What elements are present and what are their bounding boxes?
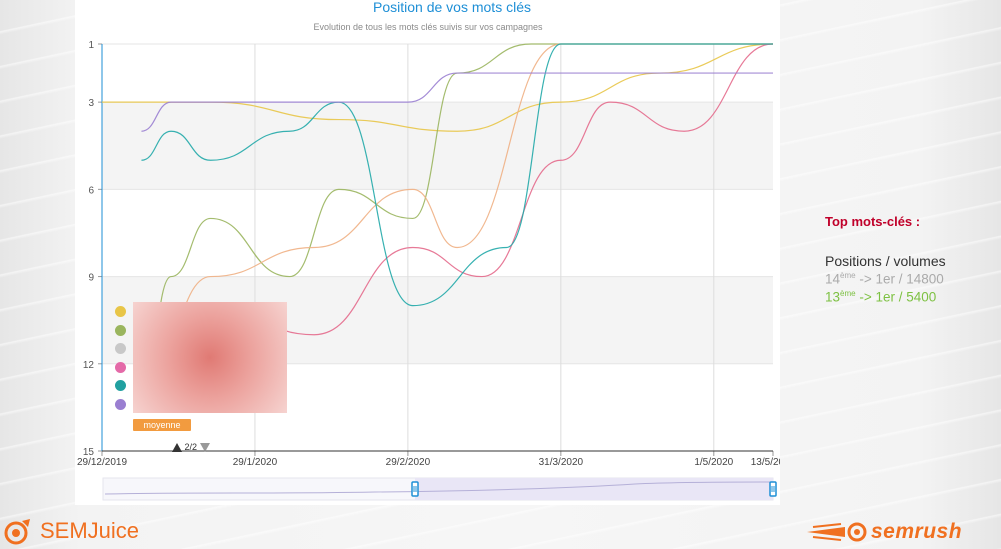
- semjuice-logo-text: SEMJuice: [40, 518, 140, 543]
- y-tick-label-0: 1: [88, 40, 94, 51]
- x-tick-label-3: 31/3/2020: [539, 457, 584, 468]
- keyword-row-1-rest: -> 1er / 14800: [855, 271, 944, 287]
- semrush-logo: semrush: [805, 520, 962, 544]
- grid-band-0: [102, 102, 773, 190]
- keyword-row-1-sup: ème: [840, 271, 856, 280]
- legend-dot-5[interactable]: [115, 398, 126, 410]
- pager-count: 2/2: [184, 442, 198, 452]
- keyword-row-2-num: 13: [825, 289, 841, 304]
- y-tick-label-1: 3: [88, 98, 94, 109]
- legend-dot-3[interactable]: [115, 361, 126, 373]
- x-tick-label-1: 29/1/2020: [233, 457, 278, 468]
- keyword-row-1-num: 14: [825, 271, 841, 287]
- pager-next-icon[interactable]: [199, 443, 210, 453]
- x-tick-label-2: 29/2/2020: [386, 457, 431, 468]
- y-tick-label-5: 15: [83, 447, 95, 458]
- y-tick-label-3: 9: [88, 273, 94, 284]
- chart-title: Position de vos mots clés: [373, 0, 531, 15]
- legend-blur-overlay: [133, 302, 287, 413]
- legend-dot-2[interactable]: [115, 343, 126, 354]
- chart-subtitle: Evolution de tous les mots clés suivis s…: [313, 22, 543, 32]
- keyword-row-1: 14ème -> 1er / 14800: [825, 271, 995, 287]
- keyword-row-2: 13ème -> 1er / 5400: [825, 289, 995, 305]
- y-tick-label-4: 12: [83, 360, 95, 371]
- keyword-row-2-sup: ème: [840, 288, 856, 298]
- legend-dot-4[interactable]: [115, 380, 126, 391]
- navigator-selection: [415, 478, 773, 500]
- chart-panel: 1 3 6 9 12 15 29/12/2019 29/1/2020 29/2/2020 31/3…: [75, 0, 780, 505]
- y-tick-label-2: 6: [88, 185, 94, 196]
- x-tick-label-4: 1/5/2020: [694, 457, 733, 468]
- legend-pager: 2/2: [172, 442, 210, 453]
- semjuice-logo: SEMJuice: [4, 517, 139, 545]
- legend-dot-1[interactable]: [115, 324, 126, 336]
- pager-prev-icon[interactable]: [172, 443, 182, 453]
- top-keywords-panel: Top mots-clés : Positions / volumes 14èm…: [825, 214, 995, 304]
- top-keywords-subtitle: Positions / volumes: [825, 253, 946, 269]
- semjuice-logo-icon: [4, 519, 30, 545]
- keyword-row-2-rest: -> 1er / 5400: [855, 289, 937, 304]
- navigator-handle-0: [411, 481, 419, 497]
- series-line-4: [141, 43, 773, 307]
- legend-dot-0[interactable]: [115, 306, 126, 317]
- navigator-handle-1: [769, 481, 777, 497]
- x-tick-label-0: 29/12/2019: [77, 457, 127, 468]
- semrush-logo-icon: [807, 522, 867, 542]
- x-tick-label-5: 13/5/2020: [751, 457, 780, 468]
- moyenne-badge[interactable]: moyenne: [133, 419, 191, 431]
- top-keywords-title: Top mots-clés :: [825, 214, 921, 229]
- semrush-logo-text: semrush: [871, 520, 963, 543]
- series-line-5: [141, 72, 773, 132]
- navigator-series: [104, 481, 772, 495]
